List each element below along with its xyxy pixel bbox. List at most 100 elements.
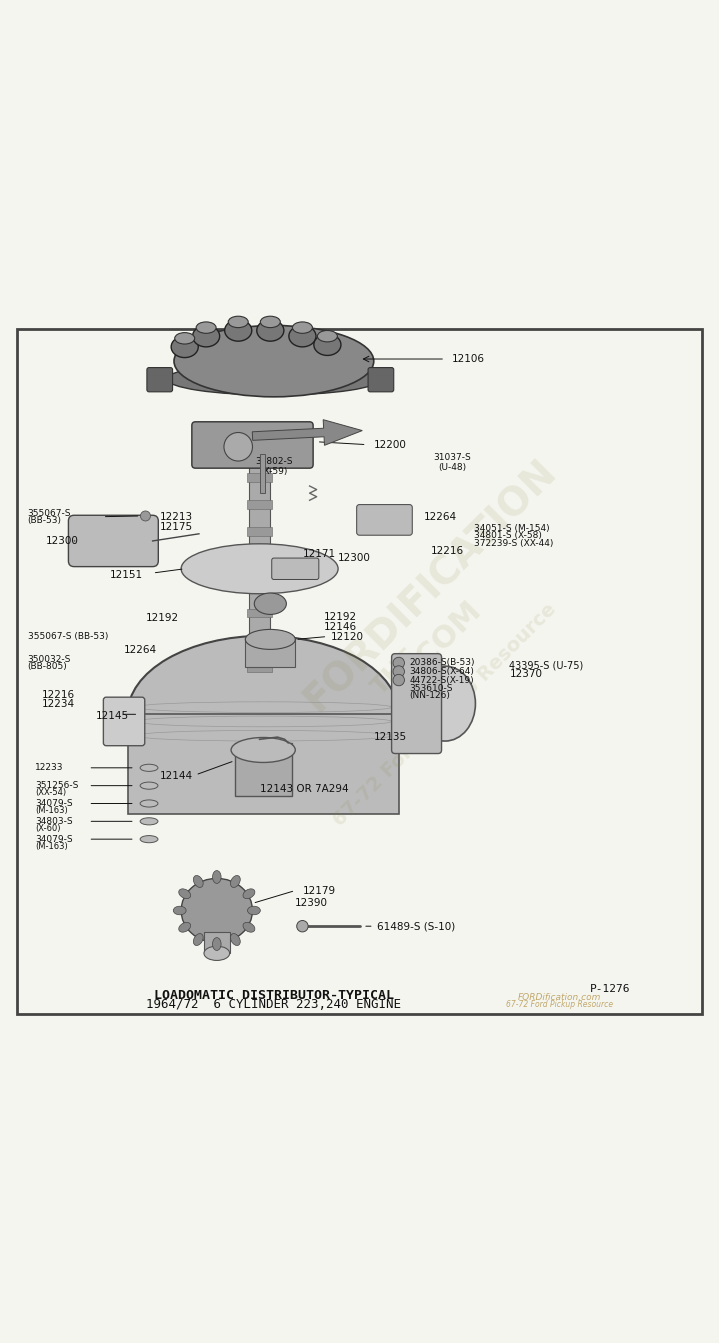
Text: 12144: 12144 [409,713,443,723]
Ellipse shape [245,630,296,650]
FancyBboxPatch shape [147,368,173,392]
Text: 34802-S
(X-59): 34802-S (X-59) [255,457,293,477]
FancyBboxPatch shape [128,714,399,814]
FancyBboxPatch shape [245,638,296,666]
Text: 67-72 Ford Pickup Resource: 67-72 Ford Pickup Resource [330,599,560,830]
Text: (BB-805): (BB-805) [28,662,68,672]
Text: 12171: 12171 [303,549,336,559]
Ellipse shape [140,782,158,790]
Text: 12145: 12145 [96,710,129,721]
FancyBboxPatch shape [68,516,158,567]
Text: 12213: 12213 [160,512,193,521]
Ellipse shape [317,330,337,342]
FancyBboxPatch shape [247,635,273,645]
Text: 350032-S: 350032-S [28,655,71,663]
FancyBboxPatch shape [247,555,273,563]
Text: 12135: 12135 [374,732,407,743]
Text: THE: THE [367,643,423,700]
Text: FORDification.com: FORDification.com [518,992,601,1002]
Text: 12216: 12216 [42,690,75,700]
Circle shape [393,666,405,677]
Text: (NN-126): (NN-126) [409,690,450,700]
Ellipse shape [213,937,221,951]
Text: P-1276: P-1276 [590,984,631,994]
Ellipse shape [196,322,216,333]
Text: FORDIFICATION: FORDIFICATION [297,453,564,720]
Ellipse shape [289,325,316,346]
Text: (BB-53): (BB-53) [28,516,62,525]
FancyBboxPatch shape [357,505,412,536]
Ellipse shape [179,923,191,932]
Text: 12233: 12233 [35,763,63,772]
Circle shape [224,432,252,461]
FancyBboxPatch shape [247,501,273,509]
Circle shape [393,674,405,686]
Ellipse shape [213,870,221,884]
Ellipse shape [171,336,198,357]
Text: 355067-S (BB-53): 355067-S (BB-53) [28,633,108,641]
FancyBboxPatch shape [204,932,229,954]
FancyBboxPatch shape [247,473,273,482]
Text: 355067-S: 355067-S [28,509,71,517]
Text: 43395-S (U-75): 43395-S (U-75) [509,661,584,670]
Text: 12300: 12300 [45,536,78,547]
Ellipse shape [140,818,158,825]
Text: 12151: 12151 [110,571,143,580]
Text: 12192: 12192 [324,612,357,622]
Ellipse shape [231,876,240,888]
Ellipse shape [204,947,229,960]
FancyBboxPatch shape [260,454,265,493]
Ellipse shape [181,878,252,943]
Text: (M-163): (M-163) [35,806,68,815]
Ellipse shape [231,933,240,945]
Text: 34806-S(X-64): 34806-S(X-64) [409,667,475,676]
Text: 12146: 12146 [324,622,357,631]
Text: 351256-S: 351256-S [35,782,78,790]
Ellipse shape [313,334,341,356]
FancyBboxPatch shape [272,559,319,579]
Ellipse shape [167,363,381,395]
Ellipse shape [174,325,374,396]
FancyBboxPatch shape [247,528,273,536]
Ellipse shape [140,800,158,807]
Text: 12106: 12106 [452,355,485,364]
Text: 31037-S
(U-48): 31037-S (U-48) [434,453,471,473]
Circle shape [393,657,405,669]
Text: 12175: 12175 [160,521,193,532]
Text: 12200: 12200 [374,439,407,450]
Ellipse shape [181,544,338,594]
FancyBboxPatch shape [247,582,273,590]
FancyBboxPatch shape [234,743,292,796]
FancyBboxPatch shape [192,422,313,469]
Text: 34079-S: 34079-S [35,799,73,808]
Text: 353610-S: 353610-S [409,684,453,693]
Text: 12370: 12370 [509,669,542,680]
Ellipse shape [415,666,475,741]
Circle shape [140,510,150,521]
Ellipse shape [228,316,248,328]
FancyBboxPatch shape [247,608,273,618]
Text: 12390: 12390 [296,898,329,908]
Text: 44722-S(X-19): 44722-S(X-19) [409,676,474,685]
Text: 12300: 12300 [338,553,371,563]
Text: .COM: .COM [403,594,487,678]
Ellipse shape [247,907,260,915]
Text: (M-163): (M-163) [35,842,68,851]
FancyArrow shape [252,419,362,446]
FancyBboxPatch shape [247,663,273,672]
Text: LOADOMATIC DISTRIBUTOR-TYPICAL: LOADOMATIC DISTRIBUTOR-TYPICAL [154,988,394,1002]
Text: 12144: 12144 [160,771,193,782]
Ellipse shape [243,923,255,932]
FancyBboxPatch shape [368,368,394,392]
Ellipse shape [231,737,296,763]
Ellipse shape [173,907,186,915]
Text: 12179: 12179 [303,885,336,896]
Ellipse shape [140,835,158,842]
Text: 61489-S (S-10): 61489-S (S-10) [377,921,456,931]
Text: 34079-S: 34079-S [35,834,73,843]
Text: 12234: 12234 [42,700,75,709]
Text: 34801-S (X-58): 34801-S (X-58) [474,532,541,540]
Text: 67-72 Ford Pickup Resource: 67-72 Ford Pickup Resource [505,999,613,1009]
Text: (X-60): (X-60) [35,825,60,833]
Ellipse shape [260,316,280,328]
